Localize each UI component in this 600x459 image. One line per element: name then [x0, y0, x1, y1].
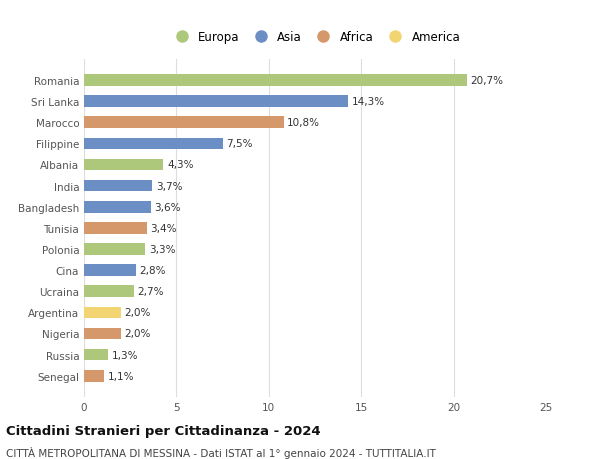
- Text: 2,7%: 2,7%: [137, 286, 164, 297]
- Bar: [84, 349, 108, 361]
- Bar: [84, 265, 136, 276]
- Text: 2,0%: 2,0%: [125, 329, 151, 339]
- Text: Cittadini Stranieri per Cittadinanza - 2024: Cittadini Stranieri per Cittadinanza - 2…: [6, 425, 320, 437]
- Bar: [84, 370, 104, 382]
- Bar: [84, 117, 284, 129]
- Bar: [84, 180, 152, 192]
- Bar: [84, 328, 121, 340]
- Text: 3,7%: 3,7%: [156, 181, 182, 191]
- Text: 20,7%: 20,7%: [470, 76, 503, 86]
- Bar: [84, 244, 145, 255]
- Bar: [84, 202, 151, 213]
- Bar: [84, 138, 223, 150]
- Bar: [84, 223, 147, 234]
- Bar: [84, 75, 467, 87]
- Legend: Europa, Asia, Africa, America: Europa, Asia, Africa, America: [167, 28, 463, 46]
- Bar: [84, 286, 134, 297]
- Text: 1,1%: 1,1%: [108, 371, 134, 381]
- Text: 1,3%: 1,3%: [112, 350, 138, 360]
- Text: 3,3%: 3,3%: [149, 245, 175, 254]
- Text: 3,6%: 3,6%: [154, 202, 181, 212]
- Text: 2,8%: 2,8%: [139, 265, 166, 275]
- Text: 14,3%: 14,3%: [352, 97, 385, 107]
- Text: 4,3%: 4,3%: [167, 160, 194, 170]
- Text: 7,5%: 7,5%: [226, 139, 253, 149]
- Text: 2,0%: 2,0%: [125, 308, 151, 318]
- Bar: [84, 159, 163, 171]
- Text: 10,8%: 10,8%: [287, 118, 320, 128]
- Bar: [84, 96, 348, 108]
- Text: 3,4%: 3,4%: [151, 224, 177, 233]
- Bar: [84, 307, 121, 319]
- Text: CITTÀ METROPOLITANA DI MESSINA - Dati ISTAT al 1° gennaio 2024 - TUTTITALIA.IT: CITTÀ METROPOLITANA DI MESSINA - Dati IS…: [6, 446, 436, 458]
